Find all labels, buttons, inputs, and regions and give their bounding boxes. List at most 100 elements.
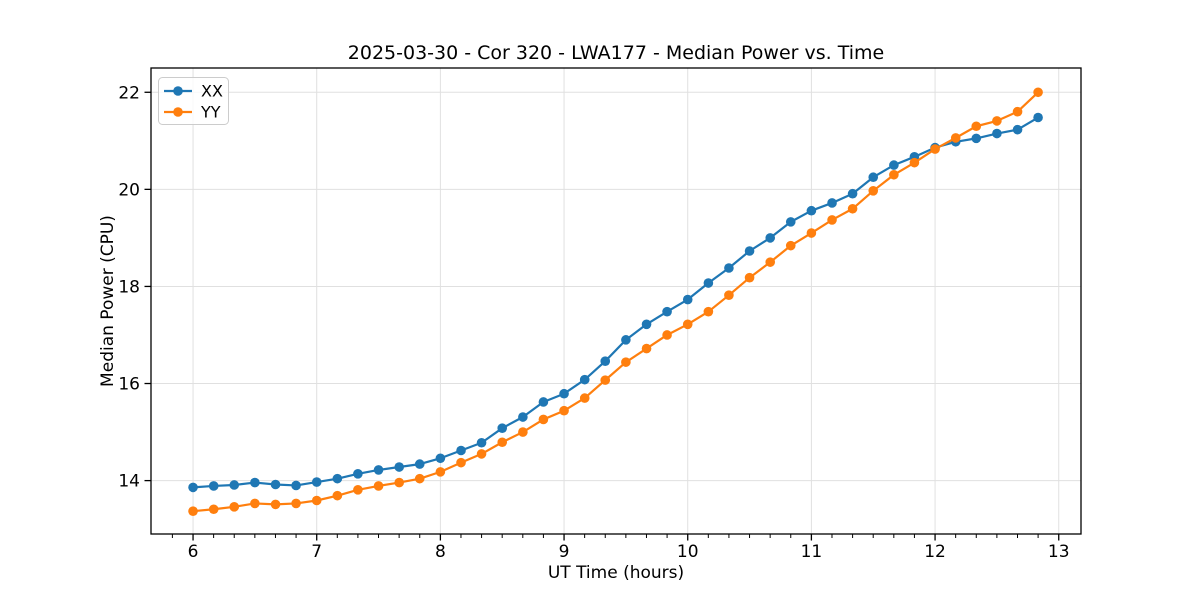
data-point-yy [476,449,487,459]
y-tick-label: 18 [118,277,140,297]
data-point-yy [497,437,508,448]
data-point-yy [703,306,714,317]
data-point-yy [662,330,672,340]
data-point-xx [971,133,982,144]
data-point-xx [373,465,384,475]
data-point-xx [518,412,528,422]
data-point-xx [188,482,198,493]
data-point-xx [353,469,363,479]
x-tick-label: 12 [924,542,946,562]
data-point-yy [806,228,817,238]
data-point-xx [208,481,219,491]
data-point-xx [476,437,487,448]
data-point-xx [435,453,446,464]
x-tick-label: 8 [435,542,446,562]
grid-layer [151,68,1081,534]
data-point-yy [889,169,899,180]
data-point-xx [868,172,879,183]
data-point-yy [291,498,301,509]
legend-label-xx: XX [201,82,223,101]
data-point-xx [311,477,322,487]
data-point-xx [579,374,590,385]
data-point-yy [394,477,405,488]
data-point-yy [270,499,281,510]
data-point-xx [765,233,776,243]
x-tick-label: 9 [559,542,570,562]
data-point-yy [744,272,755,283]
data-point-yy [188,506,198,516]
data-point-xx [250,477,260,488]
data-point-yy [827,215,837,225]
data-point-yy [518,427,528,437]
data-point-xx [744,246,755,256]
data-point-yy [785,240,796,251]
data-point-xx [1012,124,1023,135]
data-point-xx [662,306,672,317]
data-point-yy [950,133,961,143]
data-point-yy [971,121,982,132]
data-point-yy [992,116,1002,126]
data-point-yy [909,157,920,168]
data-point-xx [538,397,549,407]
y-tick-label: 16 [118,375,140,395]
data-point-yy [559,405,569,416]
data-point-xx [414,459,425,469]
data-point-xx [456,445,466,456]
data-point-yy [414,473,425,484]
data-point-yy [1033,87,1043,98]
data-point-xx [724,263,734,273]
data-point-yy [641,343,652,354]
data-point-xx [641,319,652,330]
data-point-yy [435,467,446,477]
data-point-yy [579,393,590,403]
tick-layer: 6 7 8 9 10 11 12 13 14 16 18 20 22 [118,83,1069,562]
data-point-yy [682,319,693,330]
y-tick-label: 20 [118,180,140,200]
data-point-yy [229,502,240,512]
x-tick-label: 13 [1048,542,1070,562]
legend-marker-xx [173,86,183,96]
data-point-yy [621,357,631,367]
data-point-xx [1033,112,1043,123]
x-axis-label: UT Time (hours) [548,563,684,583]
data-point-yy [1012,106,1023,117]
x-tick-label: 10 [677,542,699,562]
data-point-yy [332,490,343,501]
data-point-xx [394,462,405,472]
data-point-xx [827,198,837,208]
data-point-xx [703,278,714,288]
data-point-yy [250,498,260,509]
data-point-xx [621,335,631,345]
data-point-yy [311,495,322,506]
data-point-xx [229,480,240,490]
data-point-yy [208,504,219,515]
x-tick-label: 6 [188,542,199,562]
data-point-xx [270,479,281,490]
data-point-yy [868,186,879,196]
data-point-xx [806,205,817,216]
y-tick-label: 14 [118,472,140,492]
data-point-yy [538,414,549,425]
data-point-yy [930,144,940,154]
data-point-xx [559,388,569,399]
data-point-yy [373,481,384,491]
series-layer [188,87,1043,516]
legend-marker-yy [173,107,183,117]
plot-border [150,67,1082,535]
legend-item-yy: YY [164,103,221,122]
data-point-xx [889,160,899,170]
data-point-yy [724,290,734,300]
y-axis-label: Median Power (CPU) [98,215,118,387]
legend: XX YY [158,77,229,125]
data-point-xx [847,188,858,199]
data-point-xx [497,423,508,433]
legend-item-xx: XX [164,82,223,101]
chart-title: 2025-03-30 - Cor 320 - LWA177 - Median P… [348,42,884,64]
data-point-yy [765,257,776,267]
series-line-xx [191,116,1040,489]
data-point-xx [785,217,796,227]
x-tick-label: 7 [311,542,322,562]
data-point-yy [353,485,363,495]
data-point-yy [456,457,466,468]
